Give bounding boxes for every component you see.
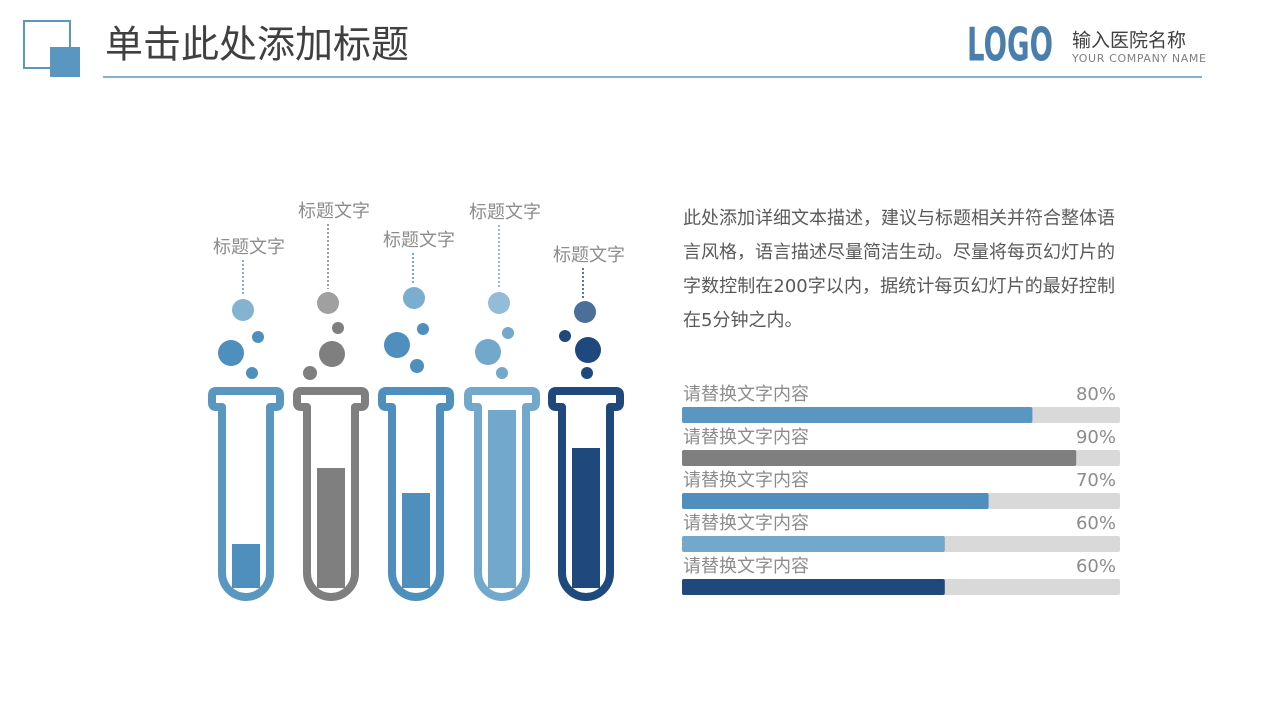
bubble (317, 292, 339, 314)
bubble (303, 366, 317, 380)
description: 此处添加详细文本描述，建议与标题相关并符合整体语言风格，语言描述尽量简洁生动。尽… (683, 208, 1115, 331)
tube-label: 标题文字 (469, 202, 541, 223)
bar (682, 579, 945, 595)
tube-liquid (572, 448, 600, 588)
bar-label: 请替换文字内容 (683, 513, 809, 534)
deco-square (23, 20, 71, 69)
tube-outline (464, 387, 540, 601)
tube-label: 标题文字 (553, 245, 625, 266)
bar-label: 请替换文字内容 (683, 556, 809, 577)
tube-liquid (488, 410, 516, 588)
bar-value-label: 60% (1076, 513, 1116, 534)
bar-label: 请替换文字内容 (683, 384, 809, 405)
bar-value-label: 80% (1076, 384, 1116, 405)
bubble (581, 367, 593, 379)
bar (682, 450, 1077, 466)
bar (682, 536, 945, 552)
test-tube (208, 387, 284, 601)
tube-label: 标题文字 (213, 237, 285, 258)
tube-label: 标题文字 (298, 201, 370, 222)
bubble (218, 340, 244, 366)
bubble (574, 301, 596, 323)
bar-value-label: 70% (1076, 470, 1116, 491)
bubble (496, 367, 508, 379)
bubble (332, 322, 344, 334)
deco-square (50, 47, 80, 77)
tube-outline (208, 387, 284, 601)
logo: LOGO (967, 18, 1053, 72)
bubble (575, 337, 601, 363)
title: 单击此处添加标题 (105, 23, 409, 67)
test-tube (293, 387, 369, 601)
bubble (384, 332, 410, 358)
bubble (252, 331, 264, 343)
tube-outline (293, 387, 369, 601)
bar-label: 请替换文字内容 (683, 470, 809, 491)
bubble (232, 299, 254, 321)
bubble (410, 359, 424, 373)
bubble (417, 323, 429, 335)
bubble (403, 287, 425, 309)
bar (682, 407, 1033, 423)
tube-outline (378, 387, 454, 601)
bar (682, 493, 989, 509)
hospital-name: 输入医院名称 (1072, 30, 1186, 52)
bubble (488, 292, 510, 314)
bar-label: 请替换文字内容 (683, 427, 809, 448)
tube-liquid (317, 468, 345, 588)
tube-liquid (232, 544, 260, 588)
bubble (475, 339, 501, 365)
test-tube (464, 387, 540, 601)
tube-outline (548, 387, 624, 601)
test-tube (378, 387, 454, 601)
test-tube (548, 387, 624, 601)
bubble (559, 330, 571, 342)
tube-liquid (402, 493, 430, 588)
bar-value-label: 60% (1076, 556, 1116, 577)
bar-value-label: 90% (1076, 427, 1116, 448)
bubble (319, 341, 345, 367)
company-name: YOUR COMPANY NAME (1071, 52, 1206, 65)
bubble (502, 327, 514, 339)
bubble (246, 367, 258, 379)
tube-label: 标题文字 (383, 230, 455, 251)
